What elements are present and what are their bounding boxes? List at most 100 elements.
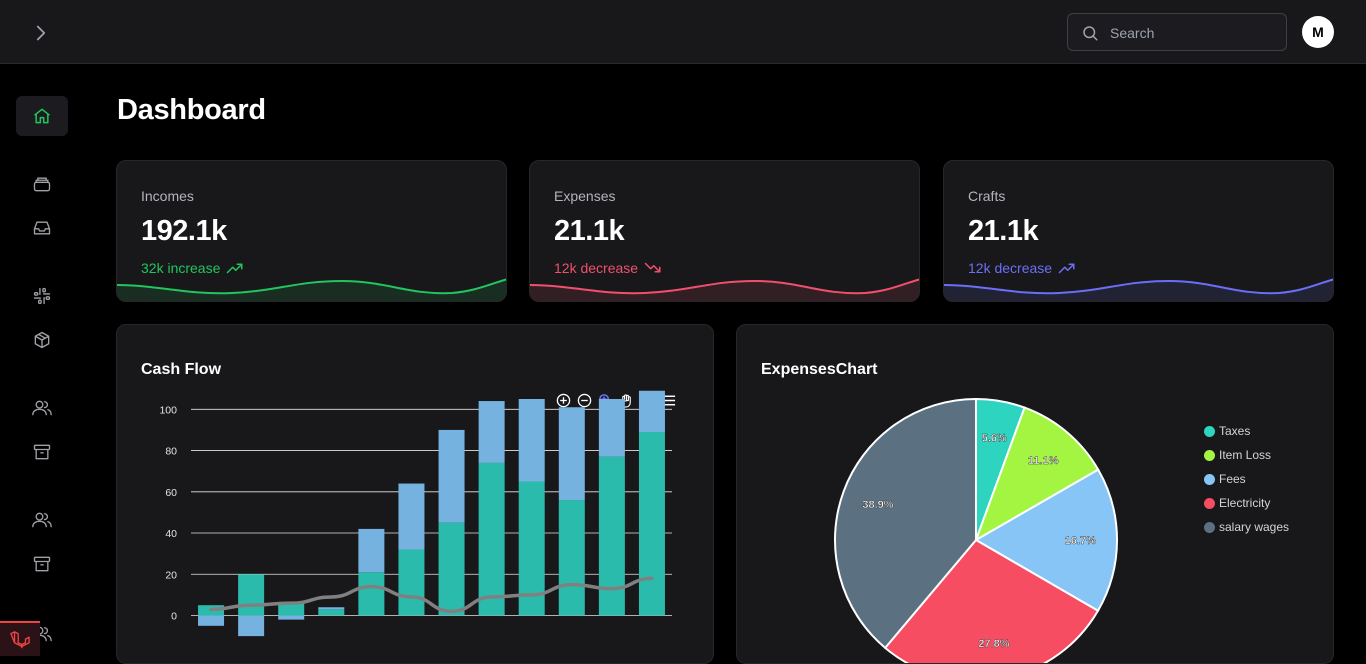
pan-hand-icon	[619, 394, 631, 408]
y-tick-label: 100	[159, 404, 177, 416]
cash-flow-bar[interactable]	[558, 407, 585, 501]
cash-flow-bar[interactable]	[278, 615, 305, 620]
legend-label: Item Loss	[1219, 448, 1272, 462]
pan-button[interactable]	[618, 392, 635, 409]
slack-icon	[33, 287, 51, 305]
trending-up-icon	[1058, 263, 1075, 274]
stat-label: Crafts	[968, 188, 1006, 204]
top-bar: M	[0, 0, 1366, 64]
cash-flow-bar[interactable]	[198, 615, 225, 626]
stat-label: Incomes	[141, 188, 194, 204]
cash-flow-bar[interactable]	[518, 399, 545, 482]
sidebar-item-slack[interactable]	[16, 276, 68, 316]
stat-value: 21.1k	[554, 215, 625, 247]
stat-value: 192.1k	[141, 215, 227, 247]
sidebar-item-layers[interactable]	[16, 164, 68, 204]
sidebar-item-inbox[interactable]	[16, 208, 68, 248]
y-tick-label: 0	[171, 611, 177, 623]
cash-flow-chart: 0 20 40 60 80 100	[159, 390, 672, 637]
laravel-icon	[10, 630, 30, 648]
sidebar-item-archive-2[interactable]	[16, 544, 68, 584]
sidebar	[0, 64, 84, 656]
cash-flow-bar[interactable]	[398, 549, 425, 616]
legend-marker	[1204, 497, 1215, 509]
pie-slice[interactable]	[883, 538, 1100, 664]
sidebar-toggle-button[interactable]	[28, 20, 54, 46]
legend-label: salary wages	[1219, 520, 1290, 534]
cash-flow-bar[interactable]	[398, 483, 425, 550]
cash-flow-bar[interactable]	[318, 609, 345, 616]
trending-down-icon	[644, 262, 661, 273]
legend-marker	[1204, 521, 1215, 533]
y-tick-label: 80	[165, 446, 177, 458]
users-icon	[32, 512, 52, 528]
pie-slice[interactable]	[834, 397, 977, 650]
search-input[interactable]	[1108, 22, 1282, 44]
y-tick-label: 20	[165, 569, 177, 581]
stat-trend: 12k decrease	[554, 260, 662, 276]
legend-item[interactable]: Fees	[1204, 467, 1289, 491]
sidebar-item-users[interactable]	[16, 388, 68, 428]
stat-card-expenses: Expenses 21.1k 12k decrease	[529, 160, 920, 302]
sidebar-item-users-2[interactable]	[16, 500, 68, 540]
cash-flow-bar[interactable]	[438, 429, 465, 523]
cash-flow-bar[interactable]	[318, 607, 345, 610]
archive-icon	[33, 556, 51, 572]
cash-flow-bar[interactable]	[278, 603, 305, 616]
legend-item[interactable]: Electricity	[1204, 491, 1289, 515]
cube-icon	[34, 331, 50, 349]
legend-label: Taxes	[1219, 424, 1251, 438]
laravel-badge[interactable]	[0, 621, 40, 656]
cash-flow-bar[interactable]	[638, 431, 665, 616]
y-tick-label: 60	[165, 487, 177, 499]
cash-flow-bar[interactable]	[478, 401, 505, 463]
panel-title: Cash Flow	[141, 361, 222, 378]
pie-legend: Taxes Item Loss Fees Electricity salary wage…	[1204, 419, 1289, 539]
sidebar-item-archive[interactable]	[16, 432, 68, 472]
inbox-icon	[33, 221, 51, 235]
cash-flow-bar[interactable]	[478, 462, 505, 616]
archive-icon	[33, 444, 51, 460]
cash-flow-line	[209, 576, 654, 614]
y-tick-label: 40	[165, 528, 177, 540]
pie-slice-label: 11.1%	[1028, 455, 1059, 467]
cash-flow-bar[interactable]	[558, 500, 585, 616]
stat-trend: 32k increase	[141, 260, 244, 276]
cash-flow-bar[interactable]	[638, 390, 665, 432]
pie-slice[interactable]	[974, 468, 1118, 613]
user-avatar[interactable]: M	[1302, 16, 1334, 48]
legend-item[interactable]: salary wages	[1204, 515, 1289, 539]
stat-card-incomes: Incomes 192.1k 32k increase	[116, 160, 507, 302]
zoom-in-icon	[556, 393, 571, 408]
sparkline-incomes	[117, 278, 506, 301]
cash-flow-bar[interactable]	[598, 456, 625, 616]
home-icon	[34, 108, 50, 124]
cash-flow-bar[interactable]	[598, 399, 625, 457]
trending-up-icon	[227, 263, 243, 274]
users-icon	[32, 400, 52, 416]
legend-item[interactable]: Item Loss	[1204, 443, 1289, 467]
stat-trend-text: 12k decrease	[968, 260, 1053, 276]
chevron-right-icon	[36, 25, 46, 41]
sidebar-item-home[interactable]	[16, 96, 68, 136]
legend-marker	[1204, 449, 1215, 461]
legend-label: Electricity	[1219, 496, 1271, 510]
stat-label: Expenses	[554, 188, 616, 204]
stat-trend-text: 12k decrease	[554, 260, 639, 276]
search-box[interactable]	[1067, 13, 1287, 51]
cash-flow-bar[interactable]	[238, 615, 265, 637]
zoom-out-icon	[577, 393, 592, 408]
sidebar-item-cube[interactable]	[16, 320, 68, 360]
legend-label: Fees	[1219, 472, 1246, 486]
stat-value: 21.1k	[968, 215, 1039, 247]
pie-slice[interactable]	[974, 406, 1100, 543]
cash-flow-bar[interactable]	[358, 528, 385, 573]
cash-flow-bar[interactable]	[358, 572, 385, 616]
zoom-in-button[interactable]	[555, 392, 572, 409]
stat-trend: 12k decrease	[968, 260, 1076, 276]
legend-item[interactable]: Taxes	[1204, 419, 1289, 443]
cash-flow-bar[interactable]	[238, 574, 265, 616]
pie-slice-label: 5.6%	[982, 432, 1007, 444]
zoom-out-button[interactable]	[576, 392, 593, 409]
cash-flow-bar[interactable]	[438, 522, 465, 616]
